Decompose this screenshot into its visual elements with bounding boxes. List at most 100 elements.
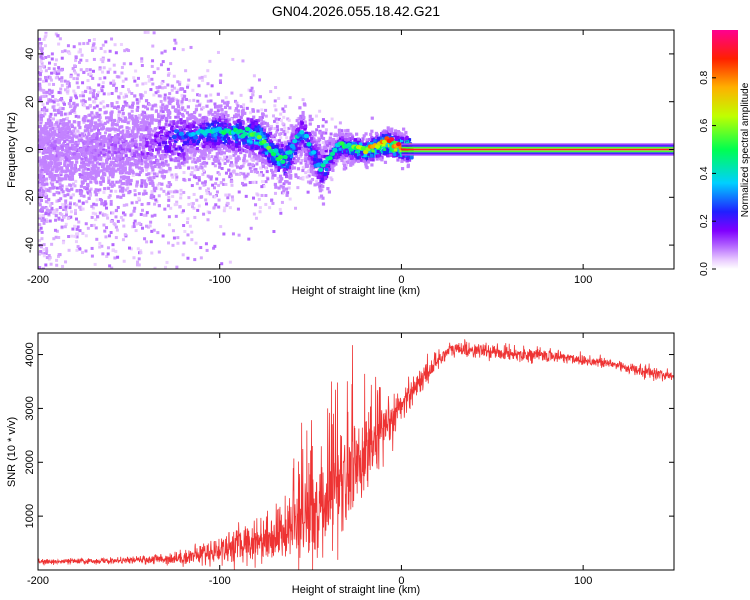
spectrogram-cell <box>67 120 71 124</box>
spectrogram-cell <box>325 143 329 147</box>
spectrogram-cell <box>74 217 78 221</box>
spectrogram-cell <box>133 193 137 197</box>
spectrogram-cell <box>161 86 165 90</box>
spectrogram-cell <box>251 93 255 97</box>
spectrogram-cell <box>321 131 325 135</box>
spectrogram-cell <box>301 169 305 173</box>
spectrogram-cell <box>222 182 226 186</box>
spectrogram-cell <box>137 125 141 129</box>
spectrogram-cell <box>182 143 186 147</box>
spectrogram-cell <box>205 248 209 252</box>
spectrogram-cell <box>87 196 91 200</box>
spectrogram-cell <box>299 138 303 142</box>
spectrogram-cell <box>321 118 325 122</box>
spectrogram-cell <box>112 79 116 83</box>
spectrogram-cell <box>50 142 54 146</box>
spectrogram-cell <box>192 98 196 102</box>
spectrogram-cell <box>269 90 273 94</box>
spectrogram-cell <box>151 143 155 147</box>
spectrogram-cell <box>151 104 155 108</box>
spectrogram-cell <box>168 115 172 120</box>
spectrogram-cell <box>68 130 73 134</box>
spectrogram-cell <box>266 159 270 163</box>
spectrogram-cell <box>171 105 176 109</box>
spectrogram-cell <box>160 129 164 134</box>
spectrogram-cell <box>79 136 83 140</box>
spectrogram-cell <box>175 137 179 142</box>
spectrogram-cell <box>286 191 290 195</box>
spectrogram-cell <box>74 240 78 244</box>
spectrogram-cell <box>57 198 61 203</box>
spectrogram-cell <box>289 173 293 178</box>
spectrogram-cell <box>349 132 353 136</box>
spectrogram-cell <box>150 64 154 68</box>
spectrogram-cell <box>80 138 84 142</box>
spectrogram-cell <box>140 64 144 68</box>
spectrogram-cell <box>210 155 214 159</box>
spectrogram-cell <box>106 216 110 220</box>
spectrogram-cell <box>279 119 283 123</box>
spectrogram-cell <box>40 230 44 234</box>
spectrogram-cell <box>345 163 349 167</box>
spectrogram-cell <box>148 145 152 149</box>
spectrogram-cell <box>44 218 48 222</box>
spectrogram-cell <box>70 234 74 238</box>
spectrogram-cell <box>178 80 182 84</box>
spectrogram-cell <box>243 177 247 181</box>
spectrogram-cell <box>190 113 194 117</box>
spectrogram-cell <box>202 138 207 142</box>
spectrogram-cell <box>122 133 127 138</box>
spectrogram-cell <box>318 131 322 135</box>
spectrogram-cell <box>382 137 386 141</box>
spectrogram-cell <box>58 212 62 216</box>
spectrogram-cell <box>334 162 338 166</box>
spectrogram-cell <box>219 225 223 229</box>
spectrogram-cell <box>182 94 187 98</box>
spectrogram-cell <box>204 155 208 159</box>
spectrogram-cell <box>222 178 226 182</box>
spectrogram-cell <box>137 257 141 261</box>
spectrogram-cell <box>97 128 101 132</box>
spectrogram-cell <box>161 79 165 83</box>
spectrogram-cell <box>260 180 264 184</box>
spectrogram-cell <box>147 79 151 83</box>
spectrogram-cell <box>90 111 94 115</box>
spectrogram-cell <box>176 156 181 161</box>
spectrogram-cell <box>69 210 73 214</box>
spectrogram-cell <box>58 171 62 175</box>
spectrogram-cell <box>74 179 78 183</box>
spectrogram-cell <box>340 158 344 163</box>
spectrogram-cell <box>329 176 333 180</box>
spectrogram-cell <box>160 106 164 110</box>
spectrogram-cell <box>44 79 48 83</box>
spectrogram-cell <box>167 241 171 245</box>
spectrogram-cell <box>93 164 97 169</box>
spectrogram-cell <box>70 161 74 165</box>
spectrogram-cell <box>346 128 350 133</box>
spectrogram-cell <box>87 191 91 195</box>
spectrogram-cell <box>364 162 368 166</box>
spectrogram-cell <box>312 170 316 174</box>
spectrogram-cell <box>174 178 178 182</box>
spectrogram-cell <box>252 74 256 78</box>
spectrogram-cell <box>159 187 163 191</box>
spectrogram-cell <box>58 186 62 190</box>
spectrogram-cell <box>329 132 333 136</box>
spectrogram-cell <box>264 159 268 163</box>
spectrogram-cell <box>63 88 67 92</box>
spectrogram-cell <box>42 94 46 98</box>
spectrogram-cell <box>259 170 263 174</box>
spectrogram-cell <box>153 186 158 190</box>
spectrogram-cell <box>78 229 82 233</box>
spectrogram-cell <box>244 144 248 148</box>
spectrogram-cell <box>139 93 143 97</box>
spectrogram-cell <box>258 206 262 210</box>
spectrogram-cell <box>51 105 55 109</box>
spectrogram-cell <box>266 177 270 181</box>
spectrogram-cell <box>38 145 43 150</box>
spectrogram-cell <box>149 150 153 154</box>
spectrogram-cell <box>141 110 145 114</box>
spectrogram-cell <box>187 202 191 206</box>
spectrogram-cell <box>206 69 210 73</box>
spectrogram-cell <box>266 162 271 166</box>
